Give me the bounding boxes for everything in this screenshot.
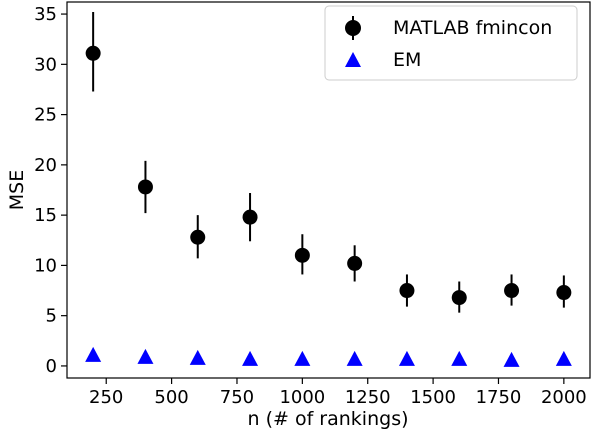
- data-point-matlab: [85, 45, 101, 61]
- y-tick-label: 35: [34, 4, 57, 25]
- legend-triangle-icon: [345, 52, 361, 67]
- data-point-matlab: [504, 283, 520, 299]
- data-point-em: [294, 350, 311, 366]
- y-axis: 0 5 10 15 20 25 30 35: [34, 4, 67, 377]
- data-point-em: [555, 350, 572, 366]
- chart-marks: [85, 12, 572, 367]
- data-point-em: [242, 350, 259, 366]
- data-point-em: [189, 349, 206, 365]
- x-tick-label: 1750: [476, 387, 522, 408]
- legend-label-matlab: MATLAB fmincon: [393, 17, 552, 39]
- data-point-matlab: [451, 290, 467, 306]
- legend-circle-icon: [345, 20, 361, 36]
- data-point-matlab: [556, 285, 572, 301]
- y-tick-label: 0: [46, 356, 57, 377]
- data-point-matlab: [347, 255, 363, 271]
- x-axis: 250 500 750 1000 1250 1500 1750 2000: [89, 378, 587, 408]
- data-point-em: [503, 351, 520, 367]
- x-axis-label: n (# of rankings): [248, 408, 409, 430]
- x-tick-label: 1500: [410, 387, 456, 408]
- legend-box: [324, 5, 578, 81]
- y-tick-label: 15: [34, 205, 57, 226]
- data-point-matlab: [190, 229, 206, 245]
- y-tick-label: 5: [46, 306, 57, 327]
- y-tick-label: 20: [34, 155, 57, 176]
- y-axis-label: MSE: [6, 170, 28, 210]
- data-point-matlab: [242, 209, 258, 225]
- legend: MATLAB fmincon EM: [324, 5, 578, 81]
- data-point-em: [137, 348, 154, 364]
- data-point-matlab: [399, 283, 415, 299]
- y-tick-label: 30: [34, 54, 57, 75]
- data-point-em: [398, 350, 415, 366]
- data-point-em: [85, 346, 102, 362]
- x-tick-label: 1250: [345, 387, 391, 408]
- data-point-em: [346, 350, 363, 366]
- x-tick-label: 250: [89, 387, 123, 408]
- legend-label-em: EM: [393, 49, 421, 71]
- x-tick-label: 500: [154, 387, 188, 408]
- y-tick-label: 10: [34, 255, 57, 276]
- data-point-matlab: [137, 179, 153, 195]
- data-point-matlab: [294, 247, 310, 263]
- x-tick-label: 750: [220, 387, 254, 408]
- x-tick-label: 1000: [279, 387, 325, 408]
- y-tick-label: 25: [34, 105, 57, 126]
- x-tick-label: 2000: [541, 387, 587, 408]
- data-point-em: [451, 350, 468, 366]
